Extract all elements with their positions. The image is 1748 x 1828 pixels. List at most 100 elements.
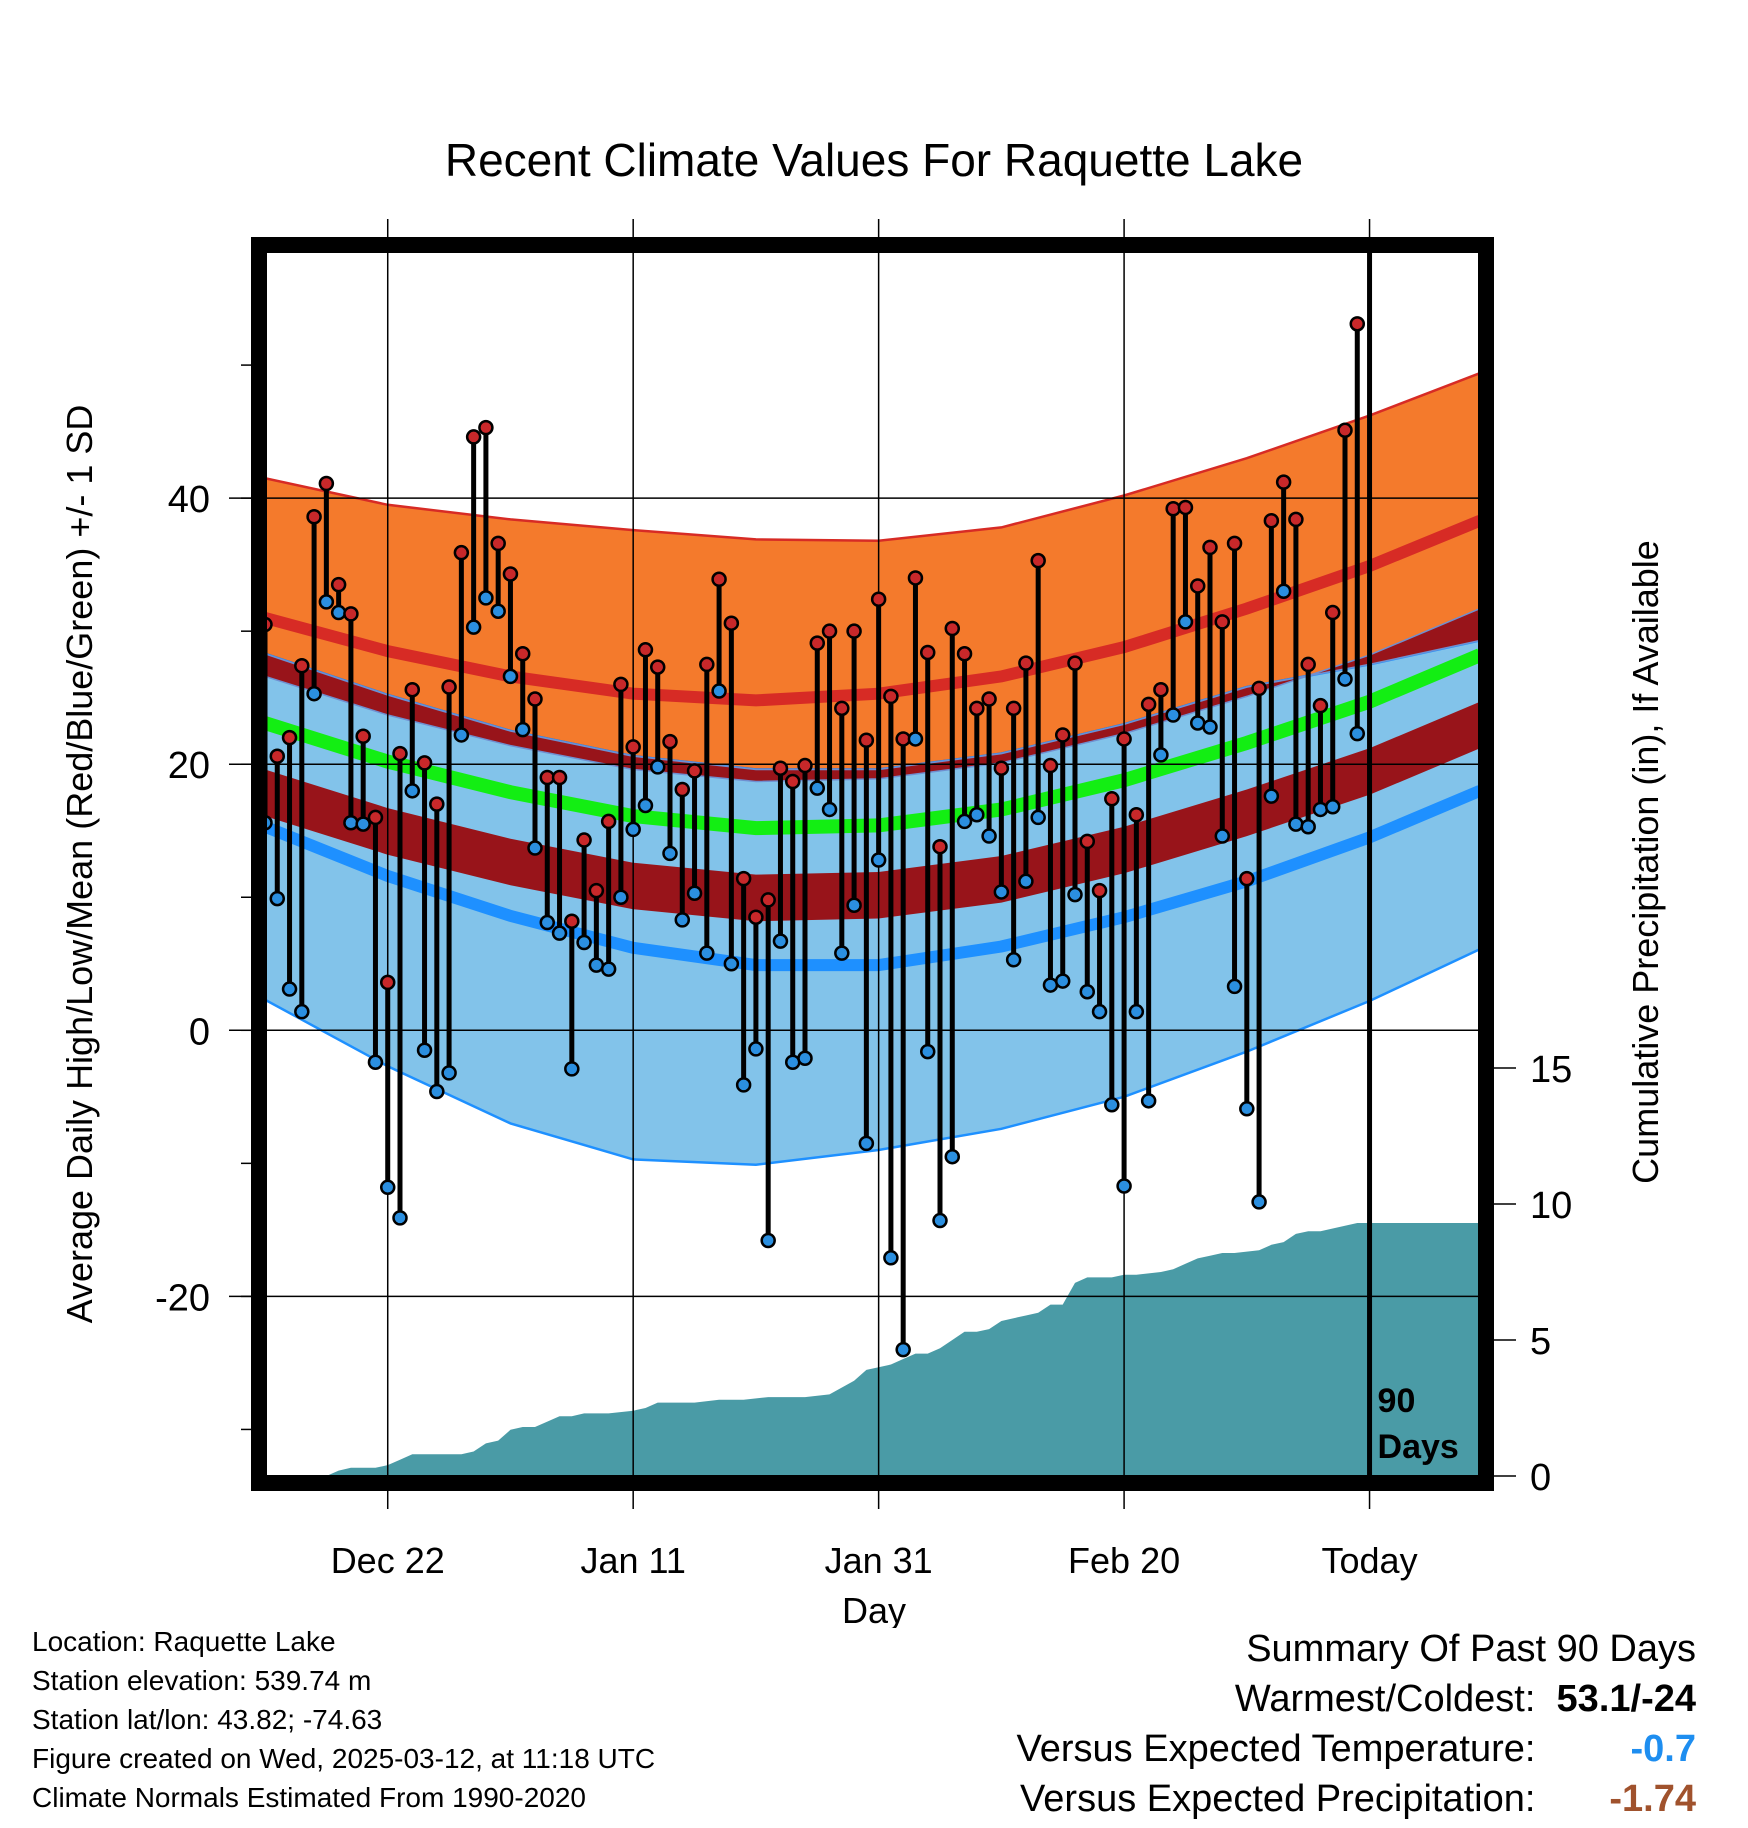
high-point (711, 571, 727, 588)
low-point (699, 945, 715, 961)
low-point (306, 685, 322, 702)
high-point (514, 646, 531, 662)
high-point (465, 429, 482, 445)
chart-title: Recent Climate Values For Raquette Lake (445, 134, 1303, 186)
low-point (429, 1083, 445, 1100)
low-point (1079, 983, 1096, 1000)
precip-departure-value: -1.74 (1609, 1778, 1696, 1820)
high-point (1104, 791, 1120, 807)
high-point (1054, 727, 1071, 743)
location-text: Location: Raquette Lake (32, 1626, 336, 1657)
high-point (1165, 501, 1181, 517)
summary-panel: Summary Of Past 90 Days Warmest/Coldest:… (1017, 1624, 1696, 1824)
low-point (1140, 1093, 1157, 1109)
low-point (748, 1041, 764, 1057)
high-point (772, 760, 789, 776)
x-tick-label: Jan 31 (825, 1540, 933, 1581)
low-point (551, 925, 568, 941)
high-point (588, 882, 605, 899)
high-point (1128, 807, 1145, 823)
high-point (564, 913, 580, 929)
precip-departure-label: Versus Expected Precipitation: (1020, 1778, 1536, 1820)
high-point (490, 535, 506, 552)
high-point (1239, 870, 1255, 887)
high-point (1312, 697, 1329, 714)
created-text: Figure created on Wed, 2025-03-12, at 11… (32, 1743, 656, 1774)
low-point (1349, 725, 1366, 742)
low-point (281, 981, 298, 997)
high-point (502, 566, 519, 582)
low-point (269, 890, 286, 907)
high-point (907, 570, 924, 586)
low-point (527, 840, 543, 856)
low-point (981, 828, 997, 844)
low-point (834, 945, 850, 961)
high-point (662, 733, 678, 750)
y-tick-label: -20 (155, 1277, 210, 1319)
low-point (465, 619, 482, 635)
high-point (1153, 681, 1169, 698)
low-point (723, 956, 740, 972)
low-point (1263, 788, 1280, 804)
high-point (1214, 614, 1231, 630)
low-point (1067, 886, 1083, 903)
low-point (343, 815, 359, 831)
high-point (1116, 731, 1132, 747)
low-point (1091, 1003, 1108, 1020)
climate-chart: Recent Climate Values For Raquette Lake … (59, 134, 1666, 1628)
low-point (1300, 818, 1316, 835)
high-point (981, 691, 997, 707)
mean-normal-band-lower (265, 701, 1480, 922)
low-point (330, 604, 347, 621)
high-point (416, 755, 433, 771)
low-point (772, 933, 789, 949)
x-tick-label: Dec 22 (331, 1540, 445, 1581)
x-axis-label: Day (842, 1590, 906, 1628)
station-info: Location: Raquette Lake Station elevatio… (32, 1622, 655, 1817)
y-tick-label: 40 (168, 479, 210, 521)
low-point (1128, 1003, 1145, 1020)
high-point (1275, 474, 1292, 490)
low-point (294, 1003, 310, 1020)
low-point (919, 1043, 936, 1060)
low-point (956, 813, 973, 830)
high-point (294, 658, 310, 674)
high-point (355, 728, 371, 745)
low-point (821, 801, 838, 818)
low-point (662, 845, 678, 862)
temp-departure-row: Versus Expected Temperature: -0.7 (1017, 1724, 1696, 1774)
high-point (1288, 511, 1304, 528)
latlon-text: Station lat/lon: 43.82; -74.63 (32, 1704, 383, 1735)
high-point (281, 729, 298, 746)
low-point (883, 1250, 899, 1266)
high-point (527, 691, 543, 707)
low-point (1030, 809, 1046, 826)
high-point (392, 745, 408, 762)
high-point (883, 688, 899, 705)
high-point (637, 642, 654, 658)
summary-heading: Summary Of Past 90 Days (1246, 1628, 1696, 1670)
low-point (674, 912, 691, 928)
high-point (1067, 655, 1083, 671)
high-point (625, 739, 641, 755)
high-point (797, 757, 813, 774)
low-point (367, 1054, 384, 1070)
high-point (809, 635, 826, 651)
low-point (564, 1061, 580, 1077)
high-point (613, 676, 629, 693)
x-tick-label: Jan 11 (580, 1540, 685, 1581)
low-point (760, 1232, 776, 1249)
low-point (809, 780, 826, 796)
high-point (1324, 604, 1341, 621)
high-point (748, 909, 764, 925)
high-point (956, 646, 973, 662)
low-point (1177, 614, 1194, 630)
high-point (919, 644, 936, 661)
high-point (576, 832, 592, 848)
high-point (686, 763, 703, 779)
high-point (821, 623, 838, 639)
high-point (858, 732, 875, 749)
low-point (711, 683, 727, 699)
low-point (735, 1077, 752, 1093)
low-point (1312, 801, 1329, 818)
